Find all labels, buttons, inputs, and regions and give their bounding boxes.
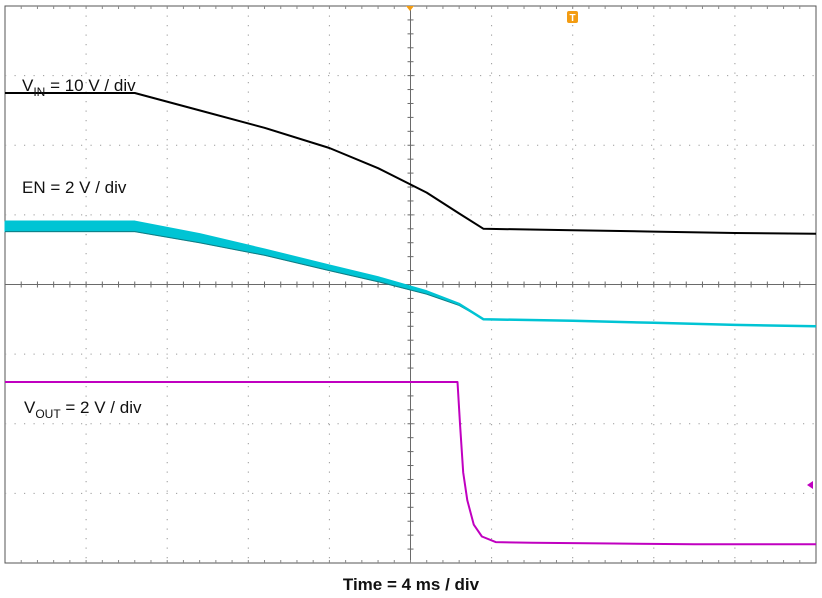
svg-text:T: T [569, 13, 575, 24]
vout-trace [5, 381, 816, 546]
waveform-traces [4, 92, 817, 546]
vout-ground-marker-icon [807, 481, 813, 489]
en-trace [5, 220, 817, 328]
vout-scale-label: VOUT = 2 V / div [24, 398, 142, 421]
trigger-position-icon [406, 6, 414, 11]
en-scale-label: EN = 2 V / div [22, 178, 127, 197]
vin-trace [5, 92, 817, 235]
graticule [5, 6, 816, 563]
time-axis-label: Time = 4 ms / div [343, 575, 480, 594]
vin-scale-label: VIN = 10 V / div [22, 76, 136, 99]
trigger-marker-icon: T [567, 11, 578, 24]
